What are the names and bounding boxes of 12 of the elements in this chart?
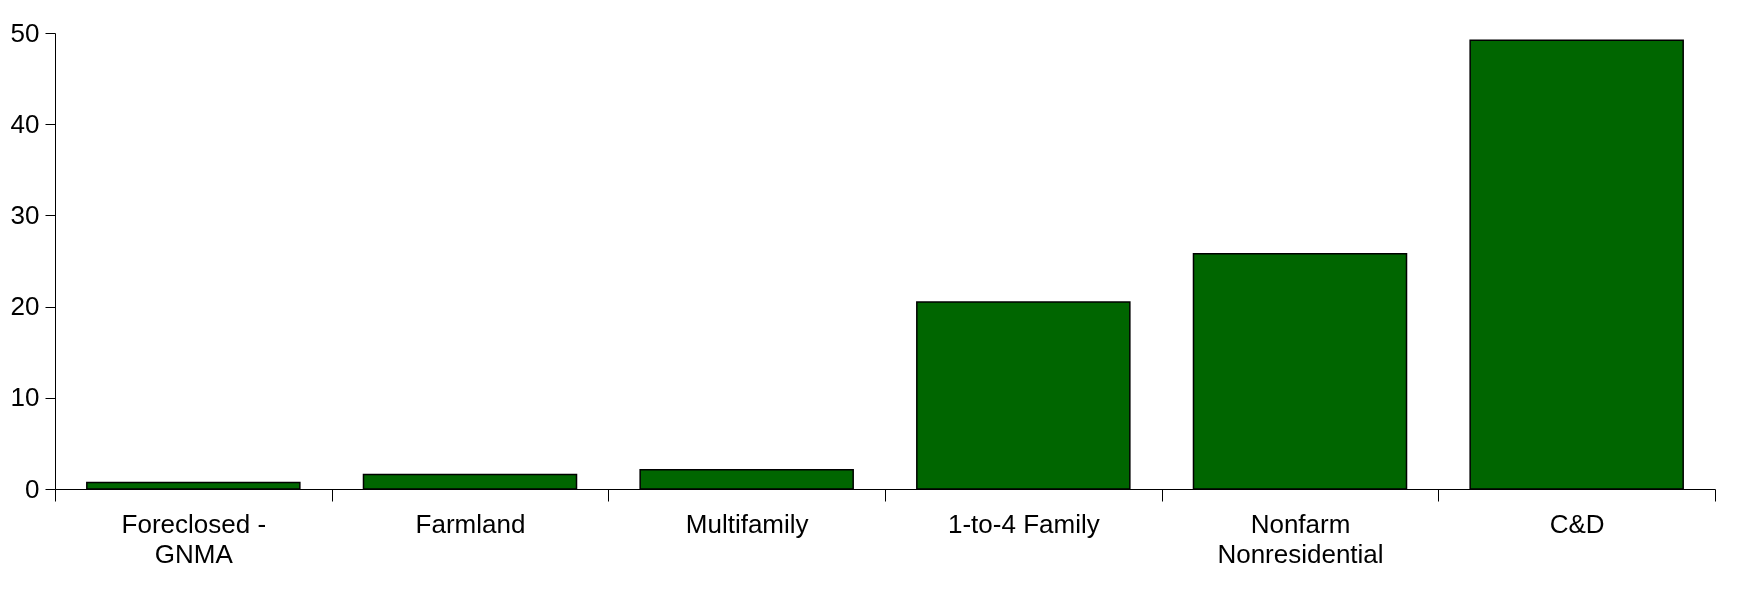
- x-tick-label: Foreclosed - GNMA: [121, 508, 267, 569]
- y-tick-label: 50: [10, 17, 40, 48]
- y-tick-label: 30: [10, 199, 40, 230]
- x-tick-label: Multifamily: [685, 508, 809, 539]
- y-tick-label: 20: [10, 291, 40, 322]
- x-tick-label: Nonfarm Nonresidential: [1217, 508, 1384, 569]
- x-tick-label: C&D: [1549, 508, 1605, 539]
- x-tick-label: Farmland: [415, 508, 526, 539]
- x-tick-label: 1-to-4 Family: [947, 508, 1100, 539]
- y-tick-label: 40: [10, 108, 40, 139]
- y-tick-label: 10: [10, 382, 40, 413]
- y-tick-label: 0: [25, 473, 40, 504]
